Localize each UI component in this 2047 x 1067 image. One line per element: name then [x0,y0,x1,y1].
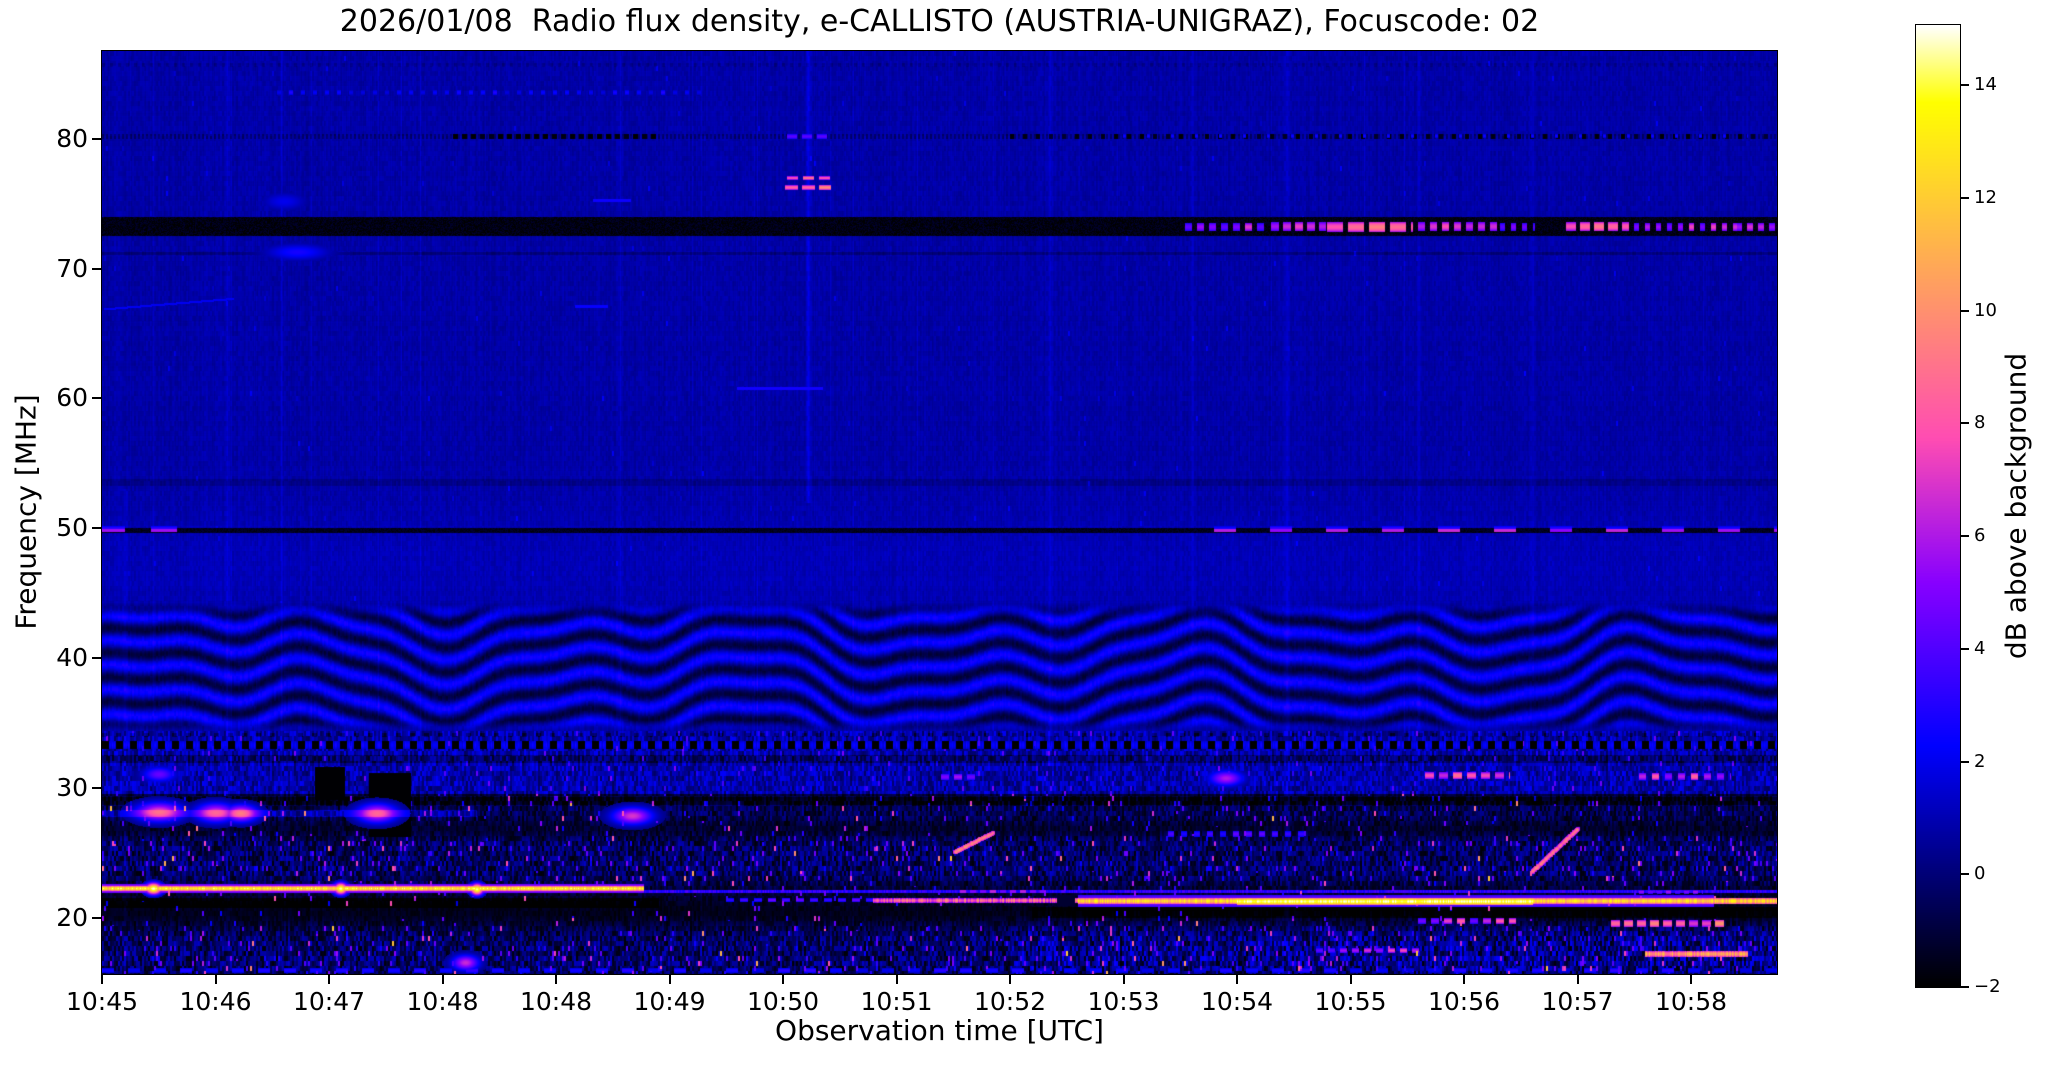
plot-area [101,50,1778,975]
chart-title: 2026/01/08 Radio flux density, e-CALLIST… [339,4,1540,39]
x-tick-mark [1463,975,1465,984]
x-tick-label: 10:52 [973,987,1047,1016]
x-tick-label: 10:57 [1541,987,1614,1016]
x-tick-label: 10:55 [1314,987,1387,1016]
x-tick-mark [1349,975,1352,984]
x-tick-mark [328,975,330,984]
y-tick-label: 20 [56,903,88,933]
x-tick-label: 10:50 [746,987,820,1016]
colorbar-tick-mark [1961,535,1969,538]
spectrogram-canvas [102,51,1777,974]
y-tick-mark [92,787,101,790]
x-tick-mark [101,975,103,984]
y-tick-label: 40 [56,643,88,673]
colorbar-tick-mark [1961,309,1969,312]
colorbar-canvas [1916,25,1960,987]
x-tick-mark [1576,975,1579,984]
x-tick-label: 10:45 [65,987,139,1016]
colorbar-tick-mark [1961,760,1969,763]
colorbar-tick-label: −2 [1974,976,2001,997]
y-tick-mark [92,397,101,400]
x-tick-mark [1122,975,1125,984]
y-tick-label: 80 [56,123,88,153]
colorbar-tick-mark [1961,647,1969,650]
x-tick-mark [1009,975,1011,984]
x-tick-label: 10:51 [860,987,933,1016]
y-tick-mark [92,267,101,270]
y-axis-label: Frequency [MHz] [9,394,43,630]
y-tick-label: 60 [56,383,88,413]
colorbar-tick-label: 4 [1974,637,1986,659]
colorbar-tick-label: 6 [1974,525,1986,547]
colorbar-tick-mark [1961,422,1969,425]
x-tick-mark [895,975,898,984]
colorbar-tick-label: 12 [1974,187,1997,208]
y-tick-mark [92,137,101,140]
y-tick-mark [92,917,101,920]
x-tick-label: 10:53 [1087,987,1160,1016]
x-tick-mark [1690,975,1692,984]
x-tick-label: 10:48 [406,987,479,1016]
colorbar-tick-label: 10 [1974,299,1997,321]
x-tick-mark [214,975,217,984]
x-tick-mark [441,975,444,984]
x-tick-mark [555,975,557,984]
colorbar-label: dB above background [1999,352,2033,660]
colorbar-tick-mark [1961,873,1969,876]
x-tick-label: 10:54 [1200,987,1274,1016]
x-tick-label: 10:58 [1654,987,1728,1016]
x-tick-mark [668,975,671,984]
x-tick-mark [782,975,784,984]
y-tick-mark [92,527,101,530]
colorbar-tick-mark [1961,84,1969,87]
y-tick-label: 30 [56,773,88,803]
colorbar-tick-mark [1961,986,1969,988]
y-tick-mark [92,657,101,660]
y-tick-label: 50 [56,513,88,543]
x-tick-label: 10:49 [633,987,706,1016]
x-tick-label: 10:47 [292,987,366,1016]
y-tick-label: 70 [56,253,88,283]
colorbar-tick-label: 2 [1974,750,1986,772]
x-tick-label: 10:46 [179,987,252,1016]
x-tick-label: 10:56 [1427,987,1501,1016]
colorbar-tick-label: 14 [1974,74,1997,96]
colorbar-tick-mark [1961,197,1969,199]
colorbar-tick-label: 0 [1974,863,1986,885]
colorbar [1915,24,1961,988]
x-tick-label: 10:48 [519,987,593,1016]
colorbar-tick-label: 8 [1974,412,1986,434]
x-tick-mark [1236,975,1238,984]
x-axis-label: Observation time [UTC] [775,1014,1104,1047]
